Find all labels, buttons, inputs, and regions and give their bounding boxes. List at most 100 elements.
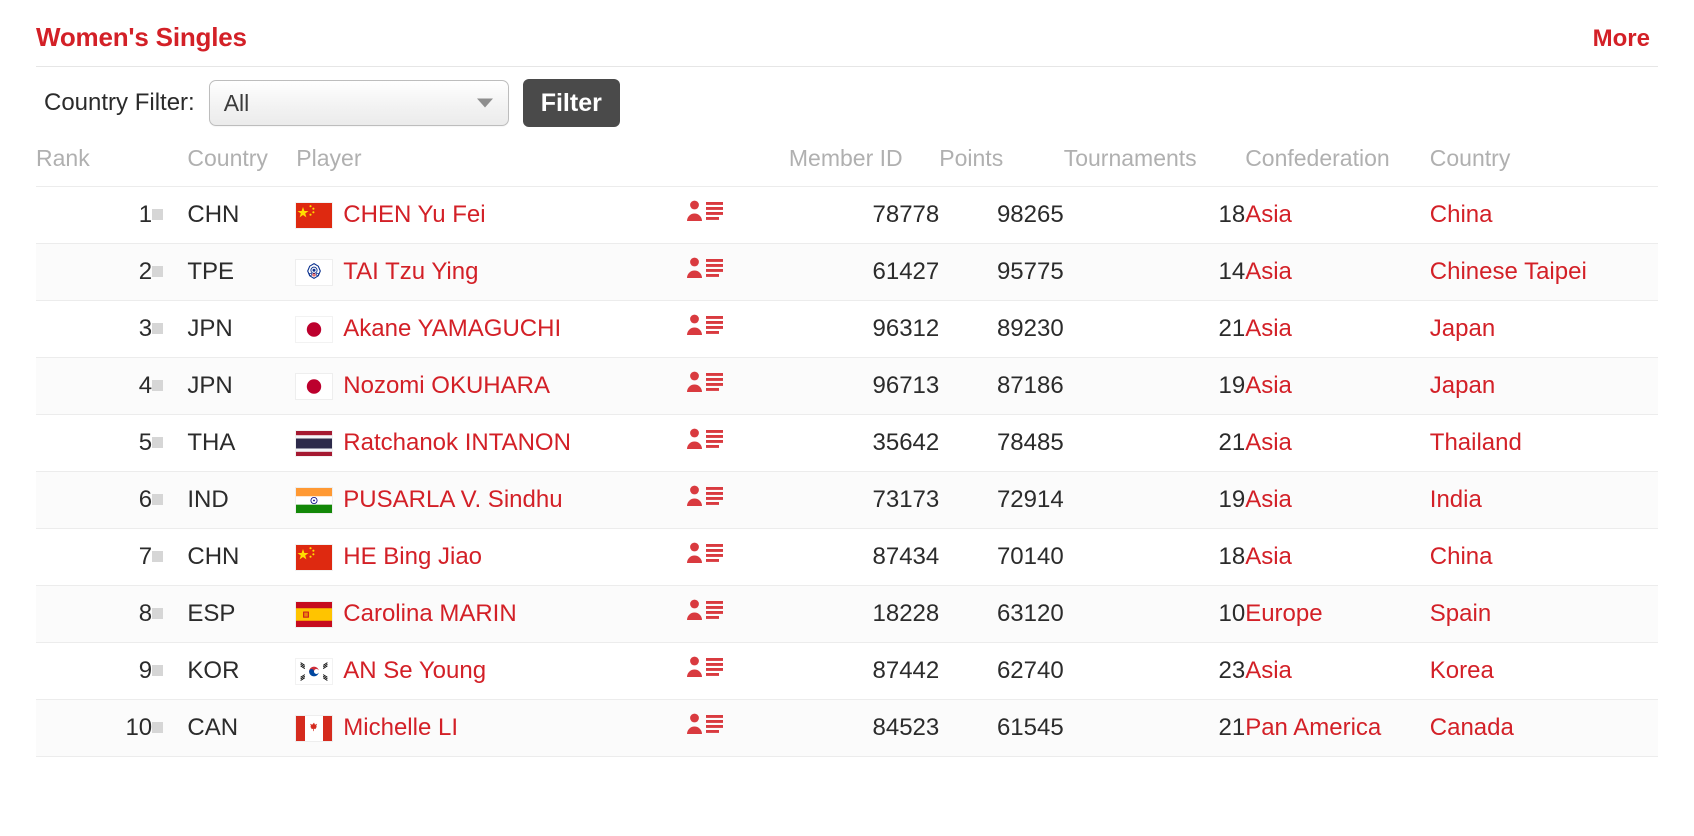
player-profile-icon[interactable] [685,369,725,396]
player-profile-icon[interactable] [685,711,725,738]
cell-trend [152,642,188,700]
country-link[interactable]: Japan [1429,315,1496,342]
player-name-link[interactable]: Michelle LI [343,714,458,741]
country-flag-icon [296,373,333,399]
cell-trend [152,471,188,529]
confederation-link[interactable]: Asia [1245,201,1292,228]
table-row[interactable]: 4 JPN Nozomi OKUHARA 96713 87186 [36,357,1658,415]
country-link[interactable]: India [1429,486,1482,513]
table-row[interactable]: 10 CAN Michelle LI 84523 61545 [36,699,1658,757]
country-link[interactable]: China [1429,201,1493,228]
cell-trend [152,186,188,244]
confederation-link[interactable]: Asia [1245,486,1292,513]
cell-profile-icon [685,528,789,586]
confederation-link[interactable]: Asia [1245,372,1292,399]
country-link[interactable]: China [1429,543,1493,570]
player-name-link[interactable]: PUSARLA V. Sindhu [343,486,563,513]
confederation-link[interactable]: Asia [1245,315,1292,342]
player-profile-icon[interactable] [685,654,725,681]
cell-country: Chinese Taipei [1429,243,1658,301]
cell-confederation: Asia [1245,357,1430,415]
column-header-member-id[interactable]: Member ID [788,139,940,187]
column-header-trend [152,139,188,187]
player-profile-icon[interactable] [685,198,725,225]
player-name-link[interactable]: Ratchanok INTANON [343,429,571,456]
player-profile-icon[interactable] [685,312,725,339]
country-filter-select[interactable]: All [208,80,509,126]
column-header-player[interactable]: Player [296,139,686,187]
cell-member-id: 35642 [788,414,940,472]
country-link[interactable]: Korea [1429,657,1494,684]
table-row[interactable]: 5 THA Ratchanok INTANON 35642 7848 [36,414,1658,472]
column-header-rank[interactable]: Rank [36,139,153,187]
cell-rank: 4 [36,357,153,415]
cell-confederation: Asia [1245,243,1430,301]
country-link[interactable]: Spain [1429,600,1492,627]
player-profile-icon[interactable] [685,483,725,510]
player-name-link[interactable]: Carolina MARIN [343,600,517,627]
country-link[interactable]: Thailand [1429,429,1522,456]
player-profile-icon[interactable] [685,540,725,567]
cell-country: Canada [1429,699,1658,757]
table-row[interactable]: 6 IND PUSARLA V. Sindhu 73173 7291 [36,471,1658,529]
confederation-link[interactable]: Asia [1245,258,1292,285]
confederation-link[interactable]: Asia [1245,543,1292,570]
player-name-link[interactable]: TAI Tzu Ying [343,258,479,285]
cell-rank: 10 [36,699,153,757]
cell-player: Carolina MARIN [296,585,686,643]
cell-tournaments: 14 [1063,243,1246,301]
player-name-link[interactable]: CHEN Yu Fei [343,201,486,228]
cell-member-id: 96713 [788,357,940,415]
table-row[interactable]: 8 ESP Carolina MARIN 18228 63120 [36,585,1658,643]
filter-button[interactable]: Filter [522,79,620,127]
trend-square-icon [152,436,164,448]
table-row[interactable]: 9 KOR AN Se Young 87442 62740 [36,642,1658,700]
table-header: Rank Country Player Member ID Points Tou… [36,139,1658,187]
cell-member-id: 84523 [788,699,940,757]
cell-rank: 9 [36,642,153,700]
table-row[interactable]: 1 CHN CHEN Yu Fei 78778 98265 [36,186,1658,244]
player-profile-icon[interactable] [685,597,725,624]
country-link[interactable]: Canada [1429,714,1514,741]
page-title: Women's Singles [36,22,247,52]
player-profile-icon[interactable] [685,426,725,453]
column-header-points[interactable]: Points [939,139,1064,187]
cell-confederation: Europe [1245,585,1430,643]
table-row[interactable]: 7 CHN HE Bing Jiao 87434 70140 [36,528,1658,586]
cell-country: Spain [1429,585,1658,643]
cell-player: Michelle LI [296,699,686,757]
column-header-tournaments[interactable]: Tournaments [1063,139,1246,187]
cell-tournaments: 19 [1063,471,1246,529]
more-link[interactable]: More [1592,25,1650,52]
cell-country-code: TPE [187,243,297,301]
cell-points: 89230 [939,300,1064,358]
confederation-link[interactable]: Asia [1245,429,1292,456]
confederation-link[interactable]: Asia [1245,657,1292,684]
player-name-link[interactable]: HE Bing Jiao [343,543,483,570]
country-link[interactable]: Japan [1429,372,1496,399]
column-header-country[interactable]: Country [1429,139,1658,187]
cell-member-id: 18228 [788,585,940,643]
column-header-profile [685,139,789,187]
player-name-link[interactable]: Nozomi OKUHARA [343,372,550,399]
player-name-link[interactable]: Akane YAMAGUCHI [343,315,562,342]
country-link[interactable]: Chinese Taipei [1429,258,1587,285]
player-name-link[interactable]: AN Se Young [343,657,487,684]
trend-square-icon [152,379,164,391]
cell-trend [152,357,188,415]
trend-square-icon [152,664,164,676]
cell-country: China [1429,528,1658,586]
cell-country-code: KOR [187,642,297,700]
table-row[interactable]: 2 TPE TAI Tzu Ying 61427 95775 [36,243,1658,301]
confederation-link[interactable]: Pan America [1245,714,1382,741]
cell-country-code: CHN [187,528,297,586]
confederation-link[interactable]: Europe [1245,600,1323,627]
table-row[interactable]: 3 JPN Akane YAMAGUCHI 96312 89230 [36,300,1658,358]
cell-rank: 7 [36,528,153,586]
player-profile-icon[interactable] [685,255,725,282]
cell-rank: 6 [36,471,153,529]
country-flag-icon [296,487,333,513]
column-header-confederation[interactable]: Confederation [1245,139,1430,187]
column-header-country-code[interactable]: Country [187,139,297,187]
country-filter-value[interactable]: All [208,80,509,126]
